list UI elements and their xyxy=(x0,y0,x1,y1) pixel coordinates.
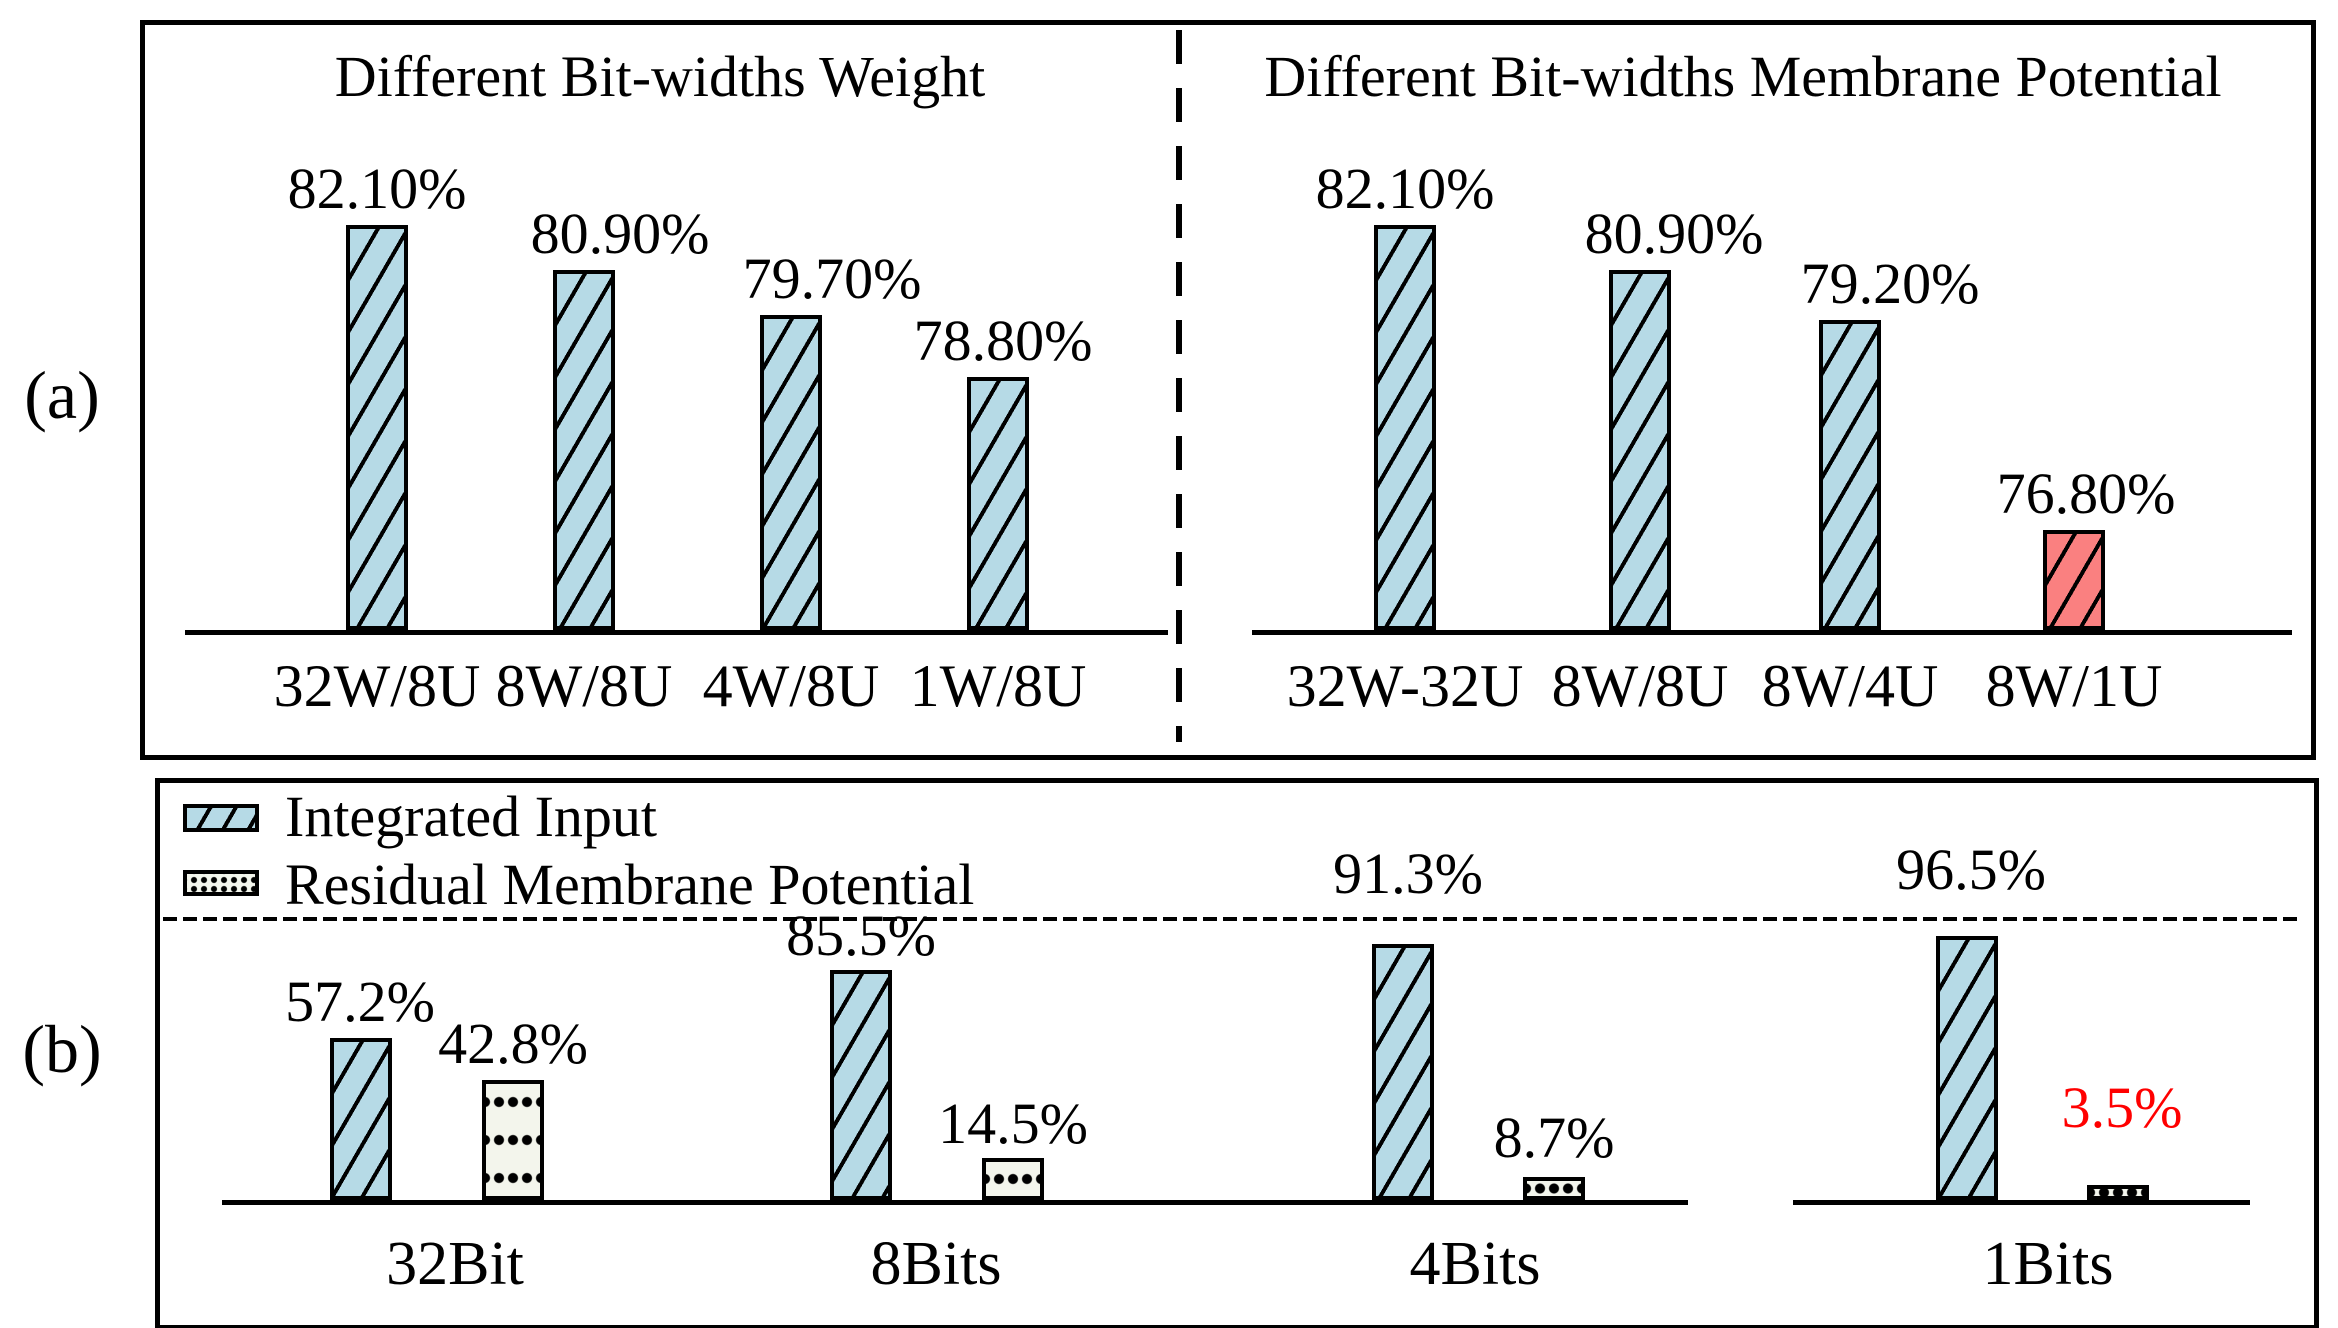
bar xyxy=(2087,1185,2149,1200)
bar xyxy=(1936,936,1998,1200)
bar-value-label: 82.10% xyxy=(1315,156,1495,221)
category-label: 1W/8U xyxy=(909,653,1087,719)
bar-value-label: 91.3% xyxy=(1333,841,1483,906)
bar-value-label: 14.5% xyxy=(938,1091,1088,1156)
bar-value-label: 78.80% xyxy=(913,308,1093,373)
chart-title-weight: Different Bit-widths Weight xyxy=(334,44,986,109)
legend-swatch-residual-membrane-potential xyxy=(183,870,259,896)
bar xyxy=(967,377,1029,630)
bar-value-label: 82.10% xyxy=(287,156,467,221)
bar xyxy=(482,1080,544,1200)
bar xyxy=(2043,530,2105,630)
category-label: 8W/4U xyxy=(1761,653,1939,719)
category-label: 8W/8U xyxy=(495,653,673,719)
legend-label-residual-membrane-potential: Residual Membrane Potential xyxy=(285,852,975,917)
legend-label-integrated-input: Integrated Input xyxy=(285,784,658,849)
bar-value-label: 57.2% xyxy=(285,969,435,1034)
bar xyxy=(553,270,615,630)
bar xyxy=(830,970,892,1200)
axis-line xyxy=(1793,1200,2250,1205)
axis-line xyxy=(1252,630,2292,635)
category-label: 8Bits xyxy=(870,1230,1002,1298)
axis-line xyxy=(185,630,1168,635)
panel-b-box xyxy=(155,778,2319,1328)
reference-line-100-percent xyxy=(163,917,2301,921)
category-label: 4W/8U xyxy=(702,653,880,719)
bar-value-label: 79.20% xyxy=(1800,251,1980,316)
axis-line xyxy=(222,1200,1688,1205)
bar xyxy=(1819,320,1881,630)
bar xyxy=(1609,270,1671,630)
category-label: 1Bits xyxy=(1982,1230,2114,1298)
bar-value-label: 8.7% xyxy=(1493,1105,1615,1170)
bar-value-label: 3.5% xyxy=(2061,1075,2183,1140)
bar xyxy=(330,1038,392,1200)
bar-value-label: 79.70% xyxy=(742,246,922,311)
category-label: 32Bit xyxy=(386,1230,524,1298)
panel-a-letter: (a) xyxy=(24,357,100,433)
bar xyxy=(760,315,822,630)
bar xyxy=(1374,225,1436,630)
category-label: 32W-32U xyxy=(1286,653,1524,719)
bar-value-label: 76.80% xyxy=(1996,461,2176,526)
bar xyxy=(982,1158,1044,1200)
category-label: 32W/8U xyxy=(273,653,481,719)
bar-value-label: 80.90% xyxy=(1584,201,1764,266)
bar xyxy=(1523,1177,1585,1200)
category-label: 8W/1U xyxy=(1985,653,2163,719)
bar-value-label: 42.8% xyxy=(438,1011,588,1076)
panel-b-letter: (b) xyxy=(22,1011,102,1087)
category-label: 8W/8U xyxy=(1551,653,1729,719)
bar xyxy=(346,225,408,630)
panel-a-dashed-divider xyxy=(1176,30,1182,742)
bar-value-label: 85.5% xyxy=(786,903,936,968)
chart-title-membrane-potential: Different Bit-widths Membrane Potential xyxy=(1264,44,2222,109)
legend-swatch-integrated-input xyxy=(183,804,259,832)
bar xyxy=(1372,944,1434,1200)
panel-a-box xyxy=(140,20,2316,760)
bar-value-label: 96.5% xyxy=(1896,837,2046,902)
bar-value-label: 80.90% xyxy=(530,201,710,266)
category-label: 4Bits xyxy=(1409,1230,1541,1298)
